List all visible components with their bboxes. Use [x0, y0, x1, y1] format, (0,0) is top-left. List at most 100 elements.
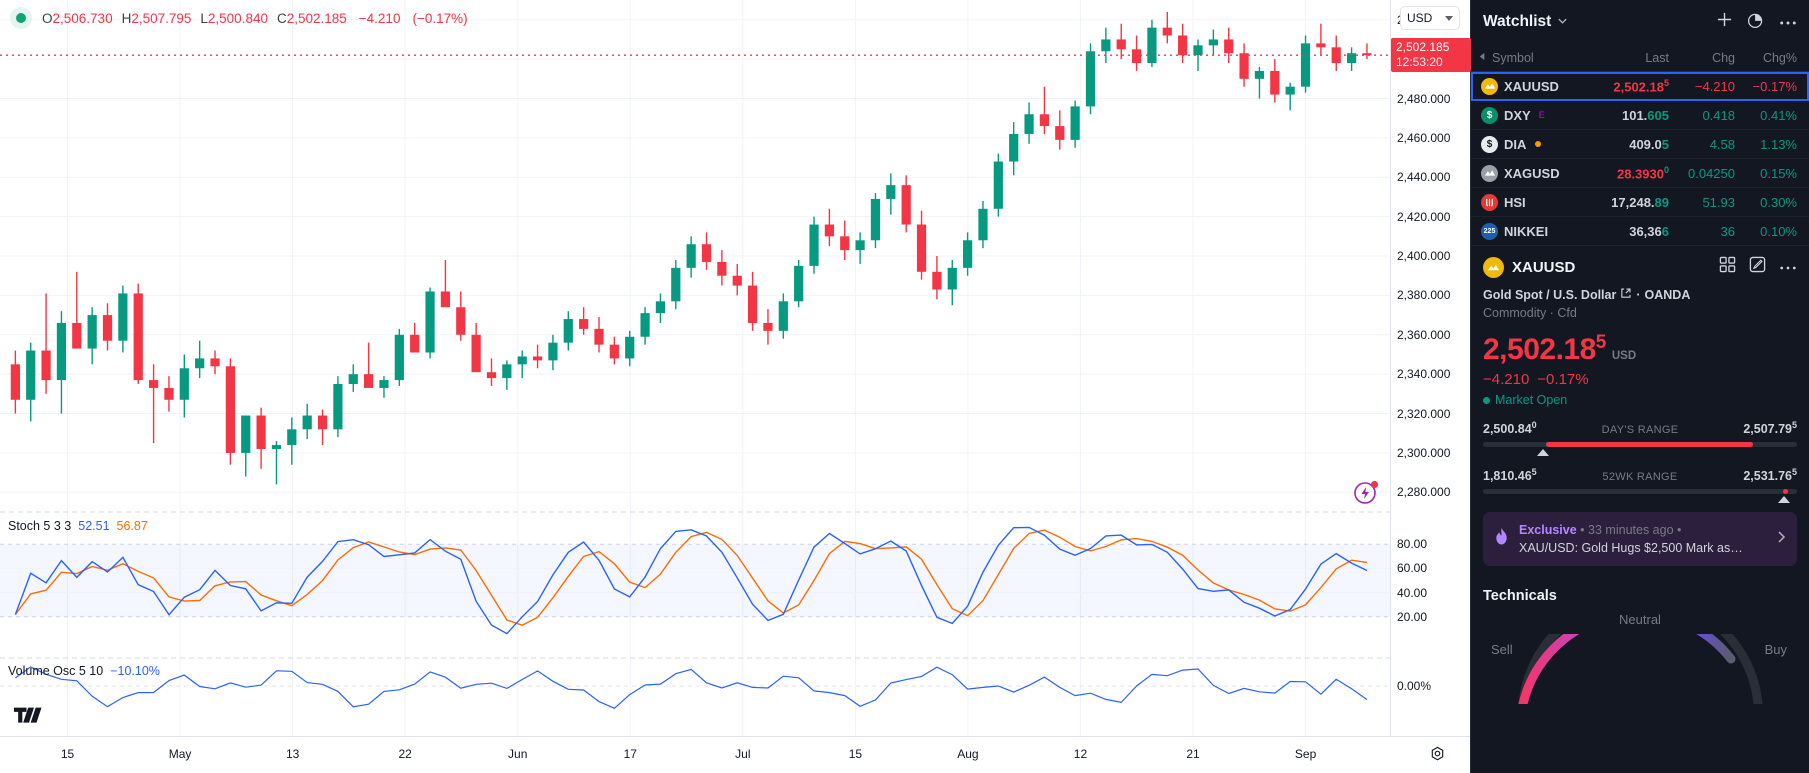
time-axis-tick: May [168, 747, 192, 761]
time-axis-tick: Jun [508, 747, 528, 761]
days-range-low: 2,500.840 [1483, 420, 1537, 437]
watchlist-row-dia[interactable]: $ DIA 409.05 4.58 1.13% [1471, 130, 1809, 159]
grid-view-icon[interactable] [1719, 256, 1736, 278]
symbol-category: Commodity · Cfd [1483, 306, 1577, 320]
chevron-down-icon [1445, 15, 1453, 21]
watchlist-row-nikkei[interactable]: 225 NIKKEI 36,366 36 0.10% [1471, 217, 1809, 246]
ohlc-low-label: L [200, 10, 208, 26]
watchlist-row-xauusd[interactable]: XAUUSD 2,502.185 −4.210 −0.17% [1471, 72, 1809, 101]
ohlc-change-pct: (−0.17%) [412, 10, 468, 26]
price-axis-tick: 2,440.000 [1397, 170, 1451, 185]
price-axis-tick: 2,320.000 [1397, 406, 1451, 421]
alert-badge[interactable] [1352, 478, 1380, 506]
current-price-badge[interactable]: 2,502.185 12:53:20 [1391, 38, 1471, 73]
news-card[interactable]: Exclusive • 33 minutes ago • XAU/USD: Go… [1483, 512, 1797, 567]
stoch-d-value: 56.87 [116, 519, 148, 533]
news-headline: XAU/USD: Gold Hugs $2,500 Mark as… [1519, 541, 1743, 556]
symbol-exchange[interactable]: OANDA [1644, 287, 1691, 302]
watchlist-row-dxy[interactable]: $ DXY E 101.605 0.418 0.41% [1471, 101, 1809, 130]
stoch-axis-tick: 20.00 [1397, 609, 1428, 624]
watchlist-column-header: Symbol Last Chg Chg% [1471, 44, 1809, 72]
news-sep-1: • [1580, 523, 1585, 538]
price-axis-tick: 2,360.000 [1397, 327, 1451, 342]
ohlc-low-value: 2,500.840 [207, 10, 268, 26]
currency-selector[interactable]: USD [1400, 6, 1460, 30]
hsi-icon [1481, 193, 1498, 211]
external-link-icon[interactable] [1620, 287, 1632, 302]
watchlist-symbol-label: XAGUSD [1504, 165, 1560, 181]
volosc-indicator-legend[interactable]: Volume Osc 5 10 −10.10% [8, 664, 160, 678]
technicals-section: Technicals Neutral Sell Buy [1483, 588, 1797, 705]
time-axis-tick: Aug [957, 747, 979, 761]
watchlist-symbol-label: HSI [1504, 194, 1526, 210]
pie-chart-icon[interactable] [1747, 11, 1765, 34]
watchlist-rows: XAUUSD 2,502.185 −4.210 −0.17% $ DXY E 101.605 0… [1471, 72, 1809, 246]
watchlist-row-xagusd[interactable]: XAGUSD 28.39300 0.04250 0.15% [1471, 159, 1809, 188]
price-axis[interactable]: 2,520.0002,480.0002,460.0002,440.0002,42… [1390, 0, 1471, 736]
silver-icon [1481, 164, 1498, 182]
stoch-axis-tick: 40.00 [1397, 585, 1428, 600]
week52-range-marker [1778, 496, 1791, 504]
edit-icon[interactable] [1749, 256, 1766, 278]
more-options-icon[interactable] [1779, 258, 1797, 276]
chevron-down-icon[interactable] [1557, 13, 1568, 31]
chart-area[interactable]: O2,506.730 H2,507.795 L2,500.840 C2,502.… [0, 0, 1471, 773]
news-time: 33 minutes ago [1588, 523, 1674, 538]
price-axis-tick: 2,480.000 [1397, 91, 1451, 106]
more-options-icon[interactable] [1779, 13, 1797, 31]
watchlist-change-pct: 0.10% [1760, 223, 1797, 239]
symbol-price-currency: USD [1611, 350, 1637, 362]
symbol-description: Gold Spot / U.S. Dollar [1483, 287, 1617, 302]
watchlist-change: 0.04250 [1688, 165, 1735, 181]
watchlist-change-pct: 1.13% [1760, 136, 1797, 152]
flame-icon [1493, 527, 1510, 551]
add-symbol-icon[interactable] [1716, 11, 1733, 33]
status-dot [1483, 396, 1490, 404]
column-chgp[interactable]: Chg% [1762, 50, 1797, 65]
status-dot [1535, 141, 1542, 147]
technicals-gauge[interactable]: Neutral Sell Buy [1483, 610, 1797, 705]
column-last[interactable]: Last [1645, 50, 1669, 65]
price-axis-tick: 2,300.000 [1397, 445, 1451, 460]
watchlist-last: 17,248.89 [1611, 194, 1669, 210]
price-axis-tick: 2,380.000 [1397, 288, 1451, 303]
stoch-name: Stoch 5 3 3 [8, 519, 72, 533]
ohlc-legend[interactable]: O2,506.730 H2,507.795 L2,500.840 C2,502.… [10, 7, 468, 29]
watchlist-title: Watchlist [1483, 13, 1552, 30]
gold-icon [1481, 77, 1498, 95]
tradingview-logo[interactable] [14, 706, 44, 731]
stoch-indicator-legend[interactable]: Stoch 5 3 3 52.51 56.87 [8, 519, 148, 533]
gauge-arc [1518, 634, 1763, 705]
ohlc-high-value: 2,507.795 [131, 10, 192, 26]
gear-icon[interactable] [1429, 746, 1446, 768]
stoch-axis-tick: 80.00 [1397, 537, 1428, 552]
days-range-marker [1536, 449, 1549, 457]
dollar-icon: $ [1481, 106, 1498, 124]
nikkei-icon: 225 [1481, 222, 1498, 240]
time-axis-tick: 22 [398, 747, 412, 761]
chart-canvas[interactable] [0, 0, 1470, 773]
exchange-badge: E [1538, 110, 1545, 120]
watchlist-row-hsi[interactable]: HSI 17,248.89 51.93 0.30% [1471, 188, 1809, 217]
week52-range-high: 2,531.765 [1743, 467, 1797, 484]
column-chg[interactable]: Chg [1712, 50, 1735, 65]
watchlist-last: 409.05 [1629, 136, 1669, 152]
watchlist-last: 2,502.185 [1613, 77, 1669, 95]
time-axis[interactable]: 15 May 13 22 Jun 17 Jul 15 Aug 12 21 Sep [0, 736, 1470, 773]
gauge-buy-label: Buy [1764, 642, 1787, 658]
watchlist-header: Watchlist [1471, 0, 1809, 44]
symbol-detail-name: XAUUSD [1512, 258, 1576, 276]
volosc-value: −10.10% [110, 664, 160, 678]
dollar-icon: $ [1481, 135, 1498, 153]
price-axis-tick: 2,340.000 [1397, 367, 1451, 382]
current-price-value: 2,502.185 [1396, 40, 1450, 55]
watchlist-change: 0.418 [1702, 107, 1735, 123]
chevron-right-icon[interactable] [1775, 530, 1787, 549]
price-axis-tick: 2,280.000 [1397, 485, 1451, 500]
ohlc-high-label: H [121, 10, 132, 26]
series-visibility-dot[interactable] [10, 7, 32, 29]
days-range-high: 2,507.795 [1743, 420, 1797, 437]
collapse-icon[interactable] [1477, 51, 1488, 65]
column-symbol[interactable]: Symbol [1492, 50, 1534, 65]
time-axis-tick: 15 [848, 747, 863, 761]
